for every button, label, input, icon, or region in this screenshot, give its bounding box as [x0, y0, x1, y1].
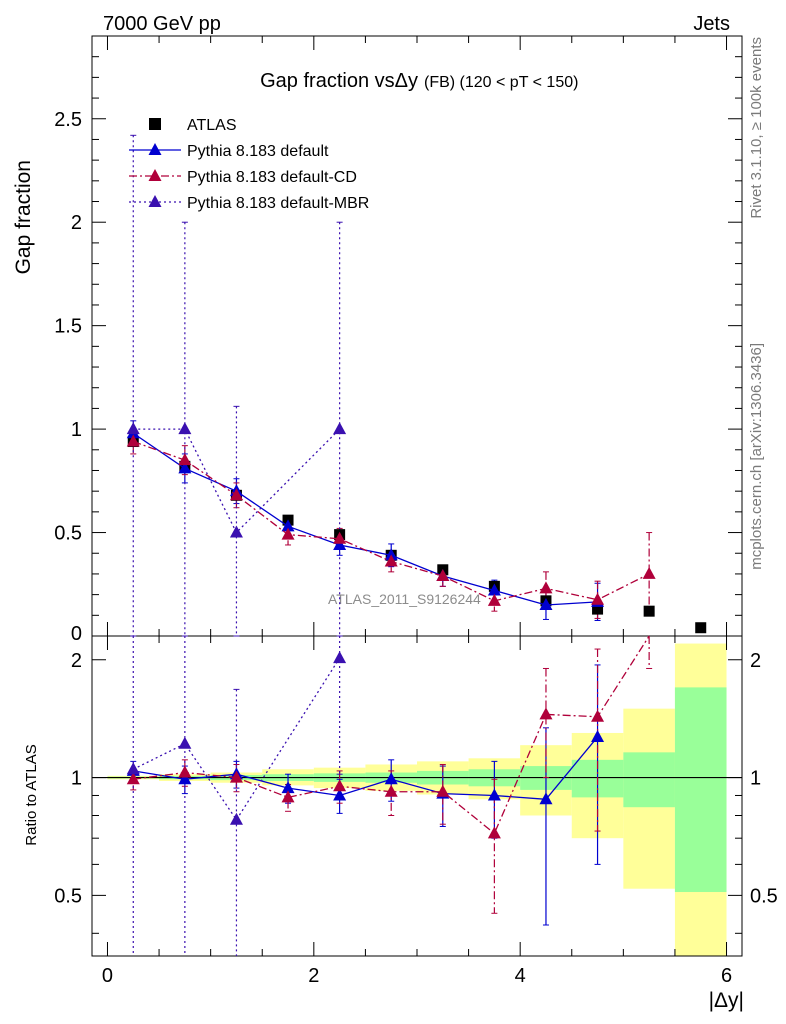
top-y-tick-label-zero: 0 [71, 623, 82, 645]
legend-label: Pythia 8.183 default-CD [187, 169, 357, 186]
x-tick-label: 4 [515, 965, 526, 987]
top-y-tick-label: 2 [71, 212, 82, 234]
top-marker-cd [229, 488, 243, 501]
atlas-point [695, 622, 707, 634]
ratio-marker-default [384, 772, 398, 785]
rivet-version-label: Rivet 3.1.10, ≥ 100k events [748, 37, 765, 219]
ratio-marker-mbr [229, 812, 243, 825]
ratio-line-default [133, 736, 599, 800]
ratio-marker-cd [229, 770, 243, 783]
top-line-mbr [133, 428, 341, 534]
top-marker-mbr [178, 422, 192, 435]
top-line-default [132, 432, 598, 606]
ratio-marker-default [281, 781, 295, 794]
ratio-marker-cd [126, 772, 140, 785]
legend: ATLAS Pythia 8.183 default Pythia 8.183 de… [129, 117, 369, 212]
bottom-y-tick-label: 2 [71, 650, 82, 672]
legend-label: Pythia 8.183 default [187, 143, 329, 160]
chart-title: Gap fraction vsΔy [260, 70, 418, 92]
ratio-marker-cd [539, 707, 553, 720]
top-marker-mbr [126, 422, 140, 435]
top-marker-cd [384, 554, 398, 567]
top-y-tick-label: 1.5 [54, 316, 82, 338]
legend-label: ATLAS [187, 117, 237, 134]
band-green-bin [623, 752, 675, 808]
legend-marker-default [148, 143, 162, 155]
header-energy-label: 7000 GeV pp [103, 13, 221, 35]
top-y-axis-label: Gap fraction [12, 160, 35, 274]
top-marker-cd [642, 566, 656, 579]
atlas-point [592, 603, 604, 615]
ratio-marker-cd [333, 779, 347, 792]
legend-marker-cd [148, 169, 162, 181]
top-marker-default [539, 597, 553, 610]
ratio-uncertainty-bands [107, 643, 727, 956]
top-line-cd [133, 440, 650, 602]
top-marker-cd [281, 527, 295, 540]
top-marker-default [384, 548, 398, 561]
band-green-bin [674, 687, 727, 893]
ratio-line-mbr [132, 657, 341, 821]
ratio-marker-default [487, 788, 501, 801]
top-marker-cd [333, 531, 347, 544]
bottom-y-tick-label-right: 0.5 [750, 885, 778, 907]
x-axis-label: |Δy| [709, 989, 744, 1012]
atlas-point [643, 605, 655, 617]
top-marker-cd [487, 593, 501, 606]
ratio-marker-default [539, 792, 553, 805]
top-marker-cd [539, 581, 553, 594]
top-marker-cd [126, 434, 140, 447]
x-tick-label: 6 [721, 965, 732, 987]
top-y-tick-label: 1 [71, 419, 82, 441]
top-marker-cd [591, 592, 605, 605]
ratio-marker-cd [178, 765, 192, 778]
legend-marker-atlas [149, 118, 161, 130]
bottom-y-tick-label-right: 2 [750, 650, 761, 672]
ratio-marker-cd [487, 826, 501, 839]
ratio-marker-cd [591, 709, 605, 722]
bottom-y-tick-label: 0.5 [54, 885, 82, 907]
mcplots-label: mcplots.cern.ch [arXiv:1306.3436] [748, 343, 765, 570]
legend-label: Pythia 8.183 default-MBR [187, 195, 369, 212]
top-marker-cd [436, 569, 450, 581]
ratio-marker-default [333, 788, 347, 801]
header-process-label: Jets [693, 13, 730, 35]
x-tick-label: 2 [308, 965, 319, 987]
top-y-tick-label: 0.5 [54, 523, 82, 545]
axis-ticks: 0.5 1 1.5 2 2.5 0 0 2 4 6 0.5 0.5 1 1 2 2 [54, 36, 778, 987]
top-marker-cd [178, 453, 192, 466]
ratio-marker-cd [281, 790, 295, 803]
bottom-panel-data [126, 635, 653, 956]
bottom-y-axis-label: Ratio to ATLAS [23, 744, 40, 845]
ratio-marker-cd [384, 784, 398, 797]
ratio-marker-mbr [126, 762, 140, 775]
ratio-marker-mbr [178, 736, 192, 749]
top-marker-default [178, 461, 192, 474]
ratio-marker-cd [436, 784, 450, 797]
chart-title-subtitle: (FB) (120 < pT < 150) [424, 74, 578, 91]
top-marker-default [487, 583, 501, 596]
top-marker-mbr [229, 525, 243, 538]
legend-marker-mbr [148, 195, 162, 207]
ratio-marker-default [178, 772, 192, 785]
x-tick-label: 0 [102, 965, 113, 987]
ratio-marker-mbr [333, 651, 347, 664]
top-marker-default [333, 537, 347, 550]
bottom-y-tick-label: 1 [71, 768, 82, 790]
top-y-tick-label: 2.5 [54, 109, 82, 131]
ratio-marker-default [591, 729, 605, 742]
top-panel-data [126, 134, 707, 637]
analysis-watermark: ATLAS_2011_S9126244 [328, 591, 481, 607]
top-marker-mbr [333, 422, 347, 435]
top-marker-default [281, 519, 295, 532]
bottom-y-tick-label-right: 1 [750, 768, 761, 790]
